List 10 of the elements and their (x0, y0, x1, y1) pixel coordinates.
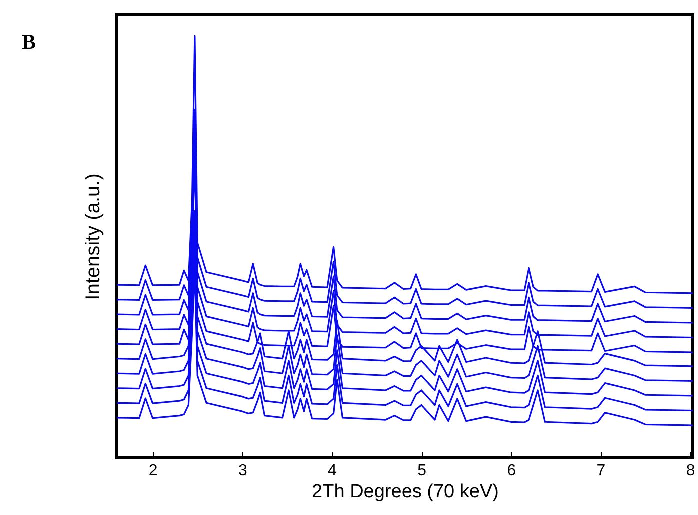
x-tick-label: 5 (418, 462, 427, 480)
x-tick-label: 6 (507, 462, 516, 480)
x-tick-label: 3 (238, 462, 248, 480)
y-axis-title: Intensity (a.u.) (82, 174, 104, 300)
x-tick-label: 4 (328, 462, 338, 480)
x-tick-label: 8 (686, 462, 696, 480)
x-tick-label: 7 (596, 462, 606, 480)
text: B (22, 30, 36, 55)
x-axis-title: 2Th Degrees (70 keV) (312, 482, 499, 502)
x-tick-label: 2 (148, 462, 158, 480)
